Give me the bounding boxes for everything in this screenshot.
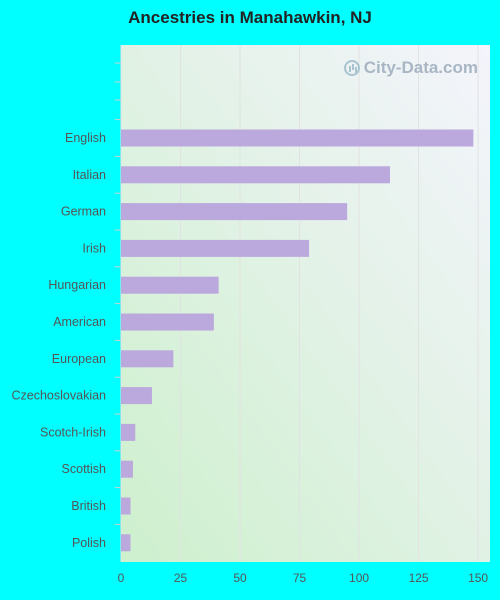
bar xyxy=(121,497,131,515)
category-label: British xyxy=(71,499,106,513)
category-label: Scottish xyxy=(62,462,107,476)
gridlines xyxy=(115,45,479,562)
bars xyxy=(121,129,474,552)
x-tick-labels: 0 25 50 75 100 125 150 xyxy=(118,571,489,585)
bar xyxy=(121,313,214,331)
bar xyxy=(121,239,310,257)
category-label: English xyxy=(65,131,106,145)
category-labels: English Italian German Irish Hungarian Americ… xyxy=(12,131,107,550)
bar xyxy=(121,203,348,221)
x-tick-label: 75 xyxy=(293,571,307,585)
category-label: American xyxy=(53,315,106,329)
x-tick-label: 50 xyxy=(233,571,247,585)
bar xyxy=(121,387,152,405)
plot-area xyxy=(121,45,490,562)
watermark-text: City-Data.com xyxy=(363,58,478,77)
bar xyxy=(121,460,133,478)
category-label: Italian xyxy=(73,168,106,182)
x-tick-label: 0 xyxy=(118,571,125,585)
chart-title: Ancestries in Manahawkin, NJ xyxy=(128,8,372,27)
x-tick-label: 100 xyxy=(349,571,369,585)
bar xyxy=(121,166,391,184)
category-label: Scotch-Irish xyxy=(40,425,106,439)
category-label: Czechoslovakian xyxy=(12,389,107,403)
category-label: European xyxy=(52,352,106,366)
category-label: Polish xyxy=(72,536,106,550)
city-data-logo-icon xyxy=(343,60,360,76)
category-label: Irish xyxy=(82,241,106,255)
bar xyxy=(121,276,219,294)
x-tick-label: 150 xyxy=(468,571,488,585)
watermark: City-Data.com xyxy=(343,58,478,78)
x-tick-label: 25 xyxy=(174,571,188,585)
category-label: German xyxy=(61,205,106,219)
bar xyxy=(121,534,131,552)
bar xyxy=(121,350,174,368)
category-label: Hungarian xyxy=(48,278,106,292)
x-tick-label: 125 xyxy=(409,571,429,585)
bar xyxy=(121,423,136,441)
bar xyxy=(121,129,474,147)
